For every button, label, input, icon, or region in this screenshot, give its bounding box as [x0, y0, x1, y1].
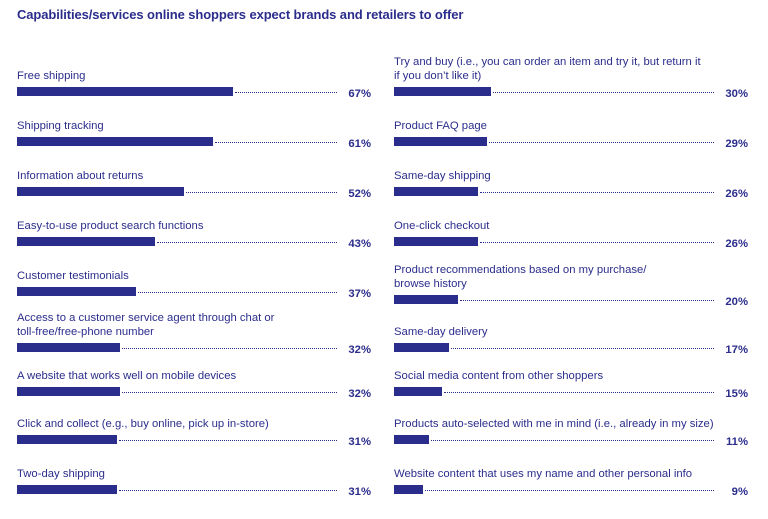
bar	[394, 295, 459, 304]
bar-label: Try and buy (i.e., you can order an item…	[394, 56, 701, 82]
bar-row-left-5: Customer testimonials 37%	[17, 270, 371, 300]
bar-row-right-1: Try and buy (i.e., you can order an item…	[394, 56, 748, 100]
chart-title: Capabilities/services online shoppers ex…	[17, 7, 464, 22]
bar-row-right-2: Product FAQ page 29%	[394, 120, 748, 150]
bar-row-right-6: Same-day delivery 17%	[394, 326, 748, 356]
bar	[17, 187, 185, 196]
bar-value-label: 26%	[725, 188, 748, 200]
bar	[394, 343, 449, 352]
bar-value-label: 20%	[725, 296, 748, 308]
bar	[17, 87, 233, 96]
bar-label: Two-day shipping	[17, 468, 105, 480]
bar-leader-dots	[492, 92, 714, 93]
bar-label: Product recommendations based on my purc…	[394, 264, 647, 290]
bar-value-label: 15%	[725, 388, 748, 400]
bar-label: Website content that uses my name and ot…	[394, 468, 693, 480]
bar-label: Shipping tracking	[17, 120, 104, 132]
bar-value-label: 37%	[348, 288, 371, 300]
bar-leader-dots	[489, 142, 714, 143]
bar-leader-dots	[450, 348, 714, 349]
bar-row-right-7: Social media content from other shoppers…	[394, 370, 748, 400]
bar-leader-dots	[122, 348, 337, 349]
bar-value-label: 26%	[725, 238, 748, 250]
bar-row-left-1: Free shipping 67%	[17, 70, 371, 100]
bar-label: Social media content from other shoppers	[394, 370, 604, 382]
bar-row-left-3: Information about returns 52%	[17, 170, 371, 200]
bar-value-label: 11%	[726, 436, 748, 448]
bar-row-left-7: A website that works well on mobile devi…	[17, 370, 371, 400]
bar-leader-dots	[138, 292, 337, 293]
bar-row-right-8: Products auto-selected with me in mind (…	[394, 418, 748, 448]
bar	[394, 435, 430, 444]
bar-leader-dots	[444, 392, 714, 393]
bar	[17, 485, 117, 494]
bar	[17, 287, 137, 296]
bar	[17, 237, 156, 246]
bar-row-right-4: One-click checkout 26%	[394, 220, 748, 250]
bar-row-left-8: Click and collect (e.g., buy online, pic…	[17, 418, 371, 448]
bar-row-right-3: Same-day shipping 26%	[394, 170, 748, 200]
bar-leader-dots	[122, 392, 337, 393]
bar-row-right-9: Website content that uses my name and ot…	[394, 468, 748, 498]
bar	[394, 387, 443, 396]
bar-row-left-2: Shipping tracking 61%	[17, 120, 371, 150]
bar-leader-dots	[479, 192, 714, 193]
bar-leader-dots	[118, 440, 337, 441]
bar-label: Access to a customer service agent throu…	[17, 312, 275, 338]
bar-value-label: 31%	[348, 486, 371, 498]
bar-leader-dots	[424, 490, 714, 491]
bar-value-label: 31%	[348, 436, 371, 448]
bar-label: Same-day delivery	[394, 326, 488, 338]
bar-value-label: 43%	[348, 238, 371, 250]
bar-label: Free shipping	[17, 70, 86, 82]
bar	[394, 87, 491, 96]
bar	[17, 137, 214, 146]
bar-value-label: 30%	[725, 88, 748, 100]
bar-label: Information about returns	[17, 170, 144, 182]
bar	[394, 237, 478, 246]
bar	[394, 485, 423, 494]
bar-label: Customer testimonials	[17, 270, 129, 282]
bar-leader-dots	[460, 300, 714, 301]
bar-row-left-4: Easy-to-use product search functions 43%	[17, 220, 371, 250]
bar-value-label: 52%	[348, 188, 371, 200]
bar-value-label: 29%	[725, 138, 748, 150]
bar-label: Products auto-selected with me in mind (…	[394, 418, 714, 430]
bar-leader-dots	[234, 92, 337, 93]
bar-label: Easy-to-use product search functions	[17, 220, 204, 232]
bar-leader-dots	[215, 142, 337, 143]
bar-leader-dots	[431, 440, 714, 441]
bar	[394, 137, 488, 146]
bar-leader-dots	[118, 490, 337, 491]
bar	[17, 435, 117, 444]
bar-row-left-6: Access to a customer service agent throu…	[17, 312, 371, 356]
bar-label: Product FAQ page	[394, 120, 487, 132]
bar-label: Click and collect (e.g., buy online, pic…	[17, 418, 269, 430]
bar	[17, 387, 121, 396]
bar-value-label: 61%	[348, 138, 371, 150]
bar-label: A website that works well on mobile devi…	[17, 370, 237, 382]
bar-row-left-9: Two-day shipping 31%	[17, 468, 371, 498]
bar	[17, 343, 121, 352]
bar-leader-dots	[157, 242, 337, 243]
bar-value-label: 32%	[348, 388, 371, 400]
bar-label: One-click checkout	[394, 220, 490, 232]
bar-label: Same-day shipping	[394, 170, 491, 182]
bar-value-label: 17%	[725, 344, 748, 356]
bar-value-label: 32%	[348, 344, 371, 356]
bar-leader-dots	[479, 242, 714, 243]
bar	[394, 187, 478, 196]
bar-leader-dots	[186, 192, 337, 193]
bar-row-right-5: Product recommendations based on my purc…	[394, 264, 748, 308]
bar-value-label: 67%	[348, 88, 371, 100]
bar-value-label: 9%	[731, 486, 748, 498]
